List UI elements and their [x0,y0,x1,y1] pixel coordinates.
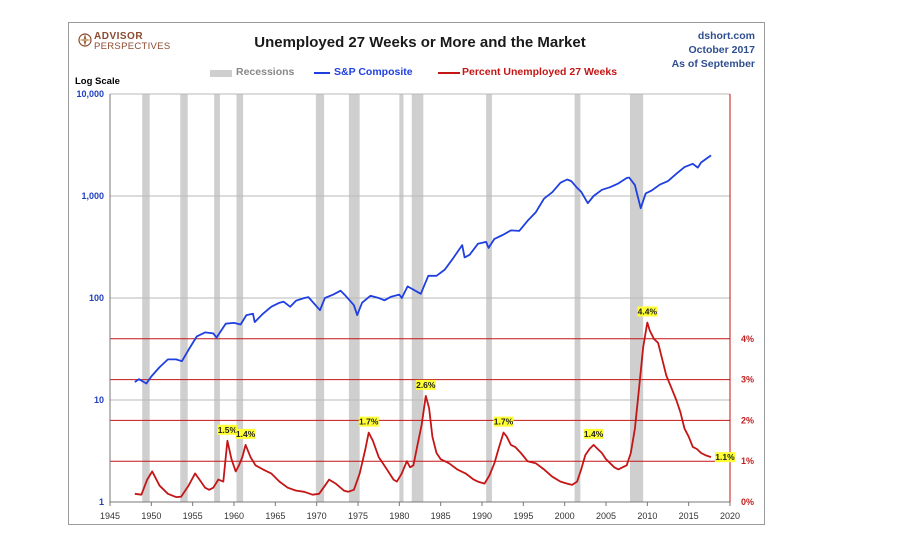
x-tick-label: 1965 [265,511,285,521]
left-tick-label: 100 [89,293,104,303]
x-tick-label: 1950 [141,511,161,521]
x-tick-label: 1970 [307,511,327,521]
x-tick-label: 1960 [224,511,244,521]
left-tick-label: 1,000 [81,191,104,201]
annotation-label: 1.4% [236,429,256,439]
left-tick-label: 1 [99,497,104,507]
x-tick-label: 1980 [389,511,409,521]
left-tick-label: 10,000 [76,89,104,99]
annotation-label: 1.4% [584,429,604,439]
legend-unemp-label: Percent Unemployed 27 Weeks [462,66,618,78]
x-tick-label: 1995 [513,511,533,521]
left-tick-label: 10 [94,395,104,405]
right-tick-label: 1% [741,456,754,466]
annotation-label: 2.6% [416,380,436,390]
logo-line-1: ADVISOR [94,31,144,42]
source-date: October 2017 [688,44,755,56]
annotation-highlight [714,452,735,463]
legend-sp-swatch [314,72,330,74]
legend-unemp-swatch [438,72,460,74]
right-tick-label: 0% [741,497,754,507]
x-tick-label: 2000 [555,511,575,521]
annotation-highlight [358,416,379,427]
sp-composite-line [134,154,712,385]
x-tick-label: 1955 [183,511,203,521]
x-tick-label: 1975 [348,511,368,521]
annotation-label: 1.1% [715,452,735,462]
x-tick-label: 2015 [679,511,699,521]
unemployed-27-weeks-line [134,321,712,499]
annotation-highlight [235,428,256,439]
annotation-label: 1.7% [494,417,514,427]
x-tick-label: 1990 [472,511,492,521]
source-site: dshort.com [697,30,755,42]
annotation-highlight [217,424,238,435]
left-axis-title: Log Scale [75,76,120,87]
right-tick-label: 3% [741,375,754,385]
right-tick-label: 2% [741,415,754,425]
logo-line-2: PERSPECTIVES [94,41,171,52]
legend-recessions-label: Recessions [236,66,295,78]
compass-icon [78,33,92,47]
annotation-label: 4.4% [638,306,658,316]
annotation-label: 1.7% [359,417,379,427]
x-tick-label: 2010 [637,511,657,521]
source-as-of: As of September [671,58,755,70]
annotation-highlight [583,428,604,439]
annotation-label: 1.5% [218,425,238,435]
annotation-highlight [637,306,658,317]
x-tick-label: 2020 [720,511,740,521]
x-tick-label: 1945 [100,511,120,521]
legend-recession-swatch [210,70,232,77]
legend-sp-label: S&P Composite [334,66,413,78]
chart-title: Unemployed 27 Weeks or More and the Mark… [254,34,586,51]
advisor-perspectives-logo: ADVISOR PERSPECTIVES [78,31,188,53]
x-tick-label: 2005 [596,511,616,521]
x-tick-label: 1985 [431,511,451,521]
annotation-highlight [493,416,514,427]
annotation-highlight [415,379,436,390]
right-tick-label: 4% [741,334,754,344]
